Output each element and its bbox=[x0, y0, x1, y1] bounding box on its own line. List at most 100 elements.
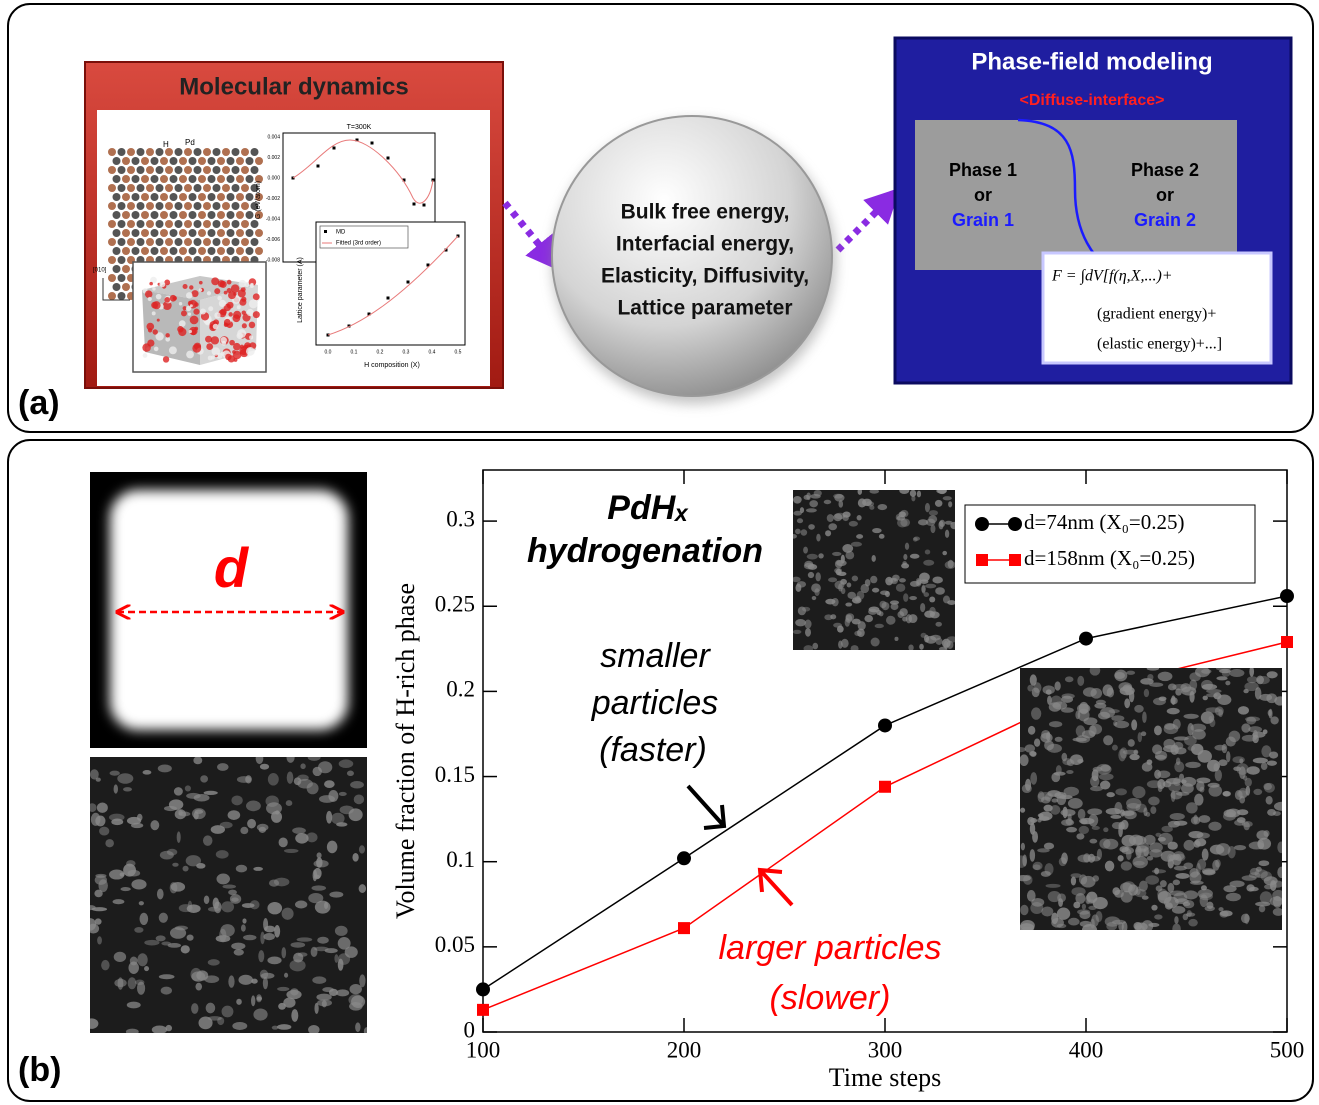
texture-blob bbox=[1267, 809, 1276, 816]
texture-blob bbox=[1088, 814, 1098, 826]
texture-blob bbox=[1050, 805, 1061, 815]
texture-blob bbox=[134, 927, 143, 933]
texture-blob bbox=[295, 901, 307, 909]
texture-blob bbox=[793, 630, 802, 634]
texture-blob bbox=[1098, 712, 1110, 720]
texture-blob bbox=[917, 491, 921, 498]
x-tick-label: 500 bbox=[1270, 1037, 1305, 1062]
texture-blob bbox=[1087, 808, 1102, 815]
atom bbox=[160, 193, 168, 201]
texture-blob bbox=[110, 771, 120, 776]
atom bbox=[165, 202, 173, 210]
marker bbox=[476, 982, 490, 996]
texture-blob bbox=[217, 763, 228, 771]
atom bbox=[132, 193, 140, 201]
inset-title: T=300K bbox=[347, 124, 372, 131]
texture-blob bbox=[243, 935, 256, 941]
atom bbox=[194, 184, 202, 192]
texture-blob bbox=[919, 644, 924, 650]
texture-blob bbox=[872, 588, 879, 593]
texture-blob bbox=[1022, 854, 1027, 866]
texture-blob bbox=[328, 790, 338, 802]
atom bbox=[179, 211, 187, 219]
texture-blob bbox=[1269, 751, 1278, 758]
cube-blob bbox=[179, 302, 182, 305]
atom bbox=[165, 166, 173, 174]
atom bbox=[189, 229, 197, 237]
inset-tick-label: 0.002 bbox=[267, 155, 280, 161]
texture-blob bbox=[1021, 843, 1025, 851]
texture-blob bbox=[187, 934, 194, 940]
texture-blob bbox=[1114, 721, 1129, 728]
atom bbox=[165, 220, 173, 228]
texture-blob bbox=[1136, 886, 1141, 895]
atom bbox=[232, 148, 240, 156]
cube-blob bbox=[240, 345, 244, 349]
texture-blob bbox=[291, 942, 306, 948]
texture-blob bbox=[816, 534, 820, 542]
cube-blob bbox=[149, 282, 153, 286]
size-label: d bbox=[214, 536, 250, 599]
texture-blob bbox=[818, 553, 823, 558]
y-tick-label: 0.15 bbox=[435, 762, 475, 787]
phase-label: Phase 2 bbox=[1131, 160, 1199, 180]
texture-blob bbox=[274, 925, 280, 938]
texture-blob bbox=[921, 633, 927, 638]
atom bbox=[213, 184, 221, 192]
texture-blob bbox=[1263, 729, 1268, 734]
atom bbox=[151, 157, 159, 165]
texture-blob bbox=[1148, 797, 1159, 806]
texture-blob bbox=[355, 1022, 360, 1032]
texture-blob bbox=[271, 811, 282, 823]
cube-blob bbox=[212, 347, 221, 356]
texture-blob bbox=[1193, 815, 1198, 824]
texture-blob bbox=[350, 984, 362, 994]
atom bbox=[141, 229, 149, 237]
texture-blob bbox=[929, 597, 935, 603]
texture-blob bbox=[105, 839, 114, 847]
cube-blob bbox=[228, 312, 232, 316]
texture-blob bbox=[1097, 849, 1102, 860]
atom bbox=[213, 238, 221, 246]
cube-blob bbox=[181, 310, 187, 316]
cube-blob bbox=[221, 341, 226, 346]
texture-blob bbox=[97, 936, 102, 944]
texture-blob bbox=[1187, 910, 1192, 917]
texture-blob bbox=[890, 578, 898, 584]
texture-blob bbox=[261, 973, 275, 979]
texture-blob bbox=[1194, 840, 1201, 848]
inset-tick-label: 0.2 bbox=[377, 349, 384, 355]
atom bbox=[246, 211, 254, 219]
texture-blob bbox=[236, 865, 247, 873]
texture-blob bbox=[1208, 822, 1221, 831]
atom bbox=[122, 157, 130, 165]
texture-blob bbox=[350, 781, 364, 789]
texture-blob bbox=[1150, 806, 1156, 814]
inset-tick-label: 0.0 bbox=[325, 349, 332, 355]
texture-blob bbox=[1118, 855, 1124, 861]
texture-blob bbox=[334, 954, 338, 963]
texture-blob bbox=[1121, 861, 1132, 870]
texture-blob bbox=[824, 500, 832, 504]
atom bbox=[108, 184, 116, 192]
atom bbox=[146, 184, 154, 192]
atom bbox=[132, 229, 140, 237]
texture-blob bbox=[286, 800, 293, 806]
cube-blob bbox=[228, 291, 236, 299]
texture-blob bbox=[1168, 883, 1175, 893]
atom bbox=[217, 247, 225, 255]
inset-legend-label: Fitted (3rd order) bbox=[336, 241, 381, 247]
texture-blob bbox=[805, 628, 811, 637]
microstructure bbox=[84, 752, 370, 1035]
texture-blob bbox=[1246, 717, 1256, 725]
texture-blob bbox=[1269, 709, 1273, 719]
cube-blob bbox=[246, 347, 255, 356]
texture-blob bbox=[1077, 676, 1084, 686]
texture-blob bbox=[331, 813, 344, 825]
texture-blob bbox=[1155, 751, 1167, 761]
atom bbox=[113, 283, 121, 291]
marker bbox=[1008, 517, 1022, 531]
texture-blob bbox=[1206, 693, 1218, 697]
texture-blob bbox=[1196, 863, 1201, 875]
texture-blob bbox=[1046, 884, 1061, 888]
